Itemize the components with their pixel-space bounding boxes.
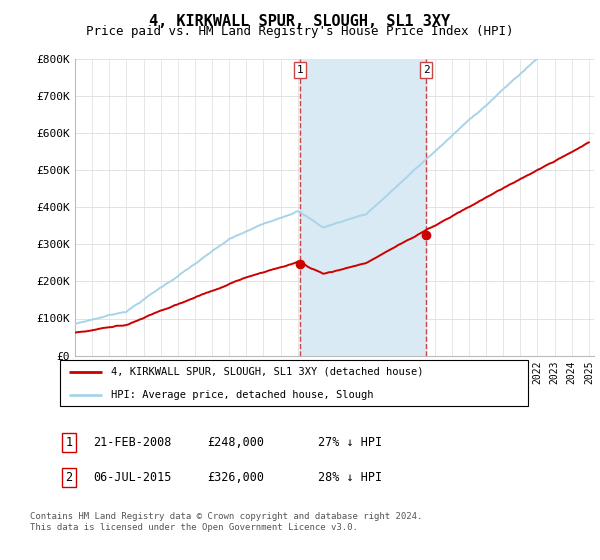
Text: HPI: Average price, detached house, Slough: HPI: Average price, detached house, Slou… bbox=[112, 390, 374, 399]
Text: 06-JUL-2015: 06-JUL-2015 bbox=[93, 470, 172, 484]
Text: 1: 1 bbox=[296, 65, 303, 75]
Text: Contains HM Land Registry data © Crown copyright and database right 2024.
This d: Contains HM Land Registry data © Crown c… bbox=[30, 512, 422, 532]
Text: £248,000: £248,000 bbox=[207, 436, 264, 449]
Text: £326,000: £326,000 bbox=[207, 470, 264, 484]
Text: 2: 2 bbox=[423, 65, 430, 75]
Text: 4, KIRKWALL SPUR, SLOUGH, SL1 3XY (detached house): 4, KIRKWALL SPUR, SLOUGH, SL1 3XY (detac… bbox=[112, 367, 424, 376]
Text: 27% ↓ HPI: 27% ↓ HPI bbox=[318, 436, 382, 449]
Text: 1: 1 bbox=[65, 436, 73, 449]
Text: 21-FEB-2008: 21-FEB-2008 bbox=[93, 436, 172, 449]
Text: Price paid vs. HM Land Registry's House Price Index (HPI): Price paid vs. HM Land Registry's House … bbox=[86, 25, 514, 38]
Text: 2: 2 bbox=[65, 470, 73, 484]
Text: 28% ↓ HPI: 28% ↓ HPI bbox=[318, 470, 382, 484]
Text: 4, KIRKWALL SPUR, SLOUGH, SL1 3XY: 4, KIRKWALL SPUR, SLOUGH, SL1 3XY bbox=[149, 14, 451, 29]
Bar bbox=[300, 59, 427, 356]
